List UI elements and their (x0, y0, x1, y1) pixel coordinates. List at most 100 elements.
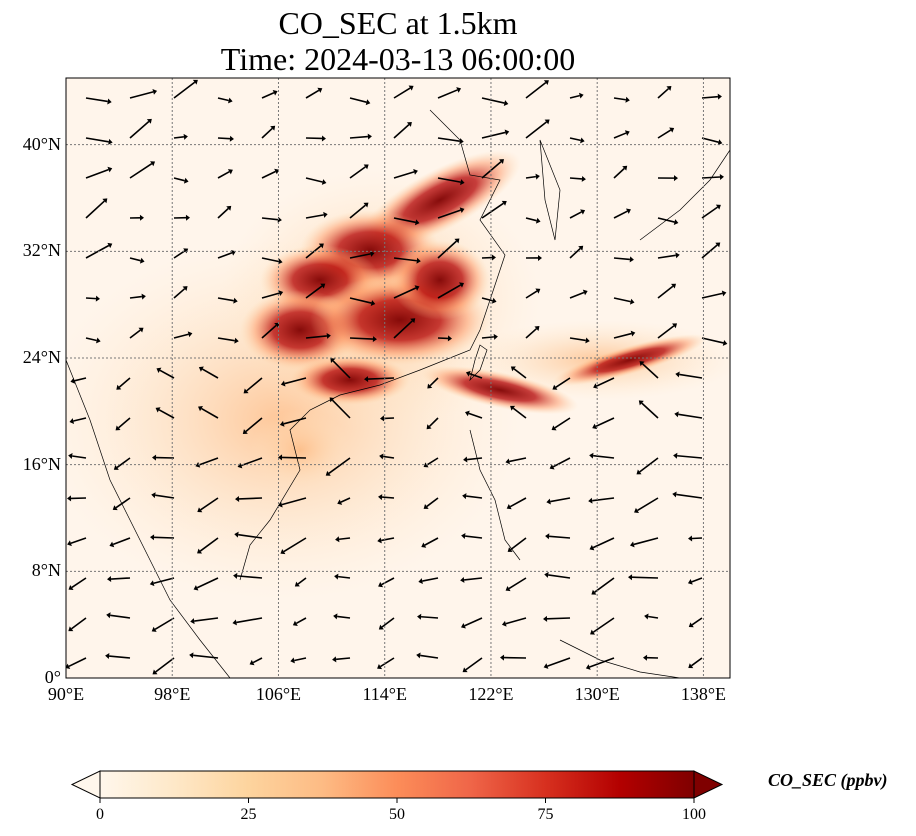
wind-arrow (67, 495, 87, 502)
wind-arrow (334, 573, 351, 580)
wind-arrow (173, 133, 188, 140)
wind-arrow (393, 217, 420, 226)
wind-arrow (85, 242, 113, 259)
wind-arrow (634, 497, 659, 513)
wind-arrow (505, 577, 527, 592)
wind-arrow (378, 617, 395, 630)
wind-arrow (195, 457, 219, 468)
wind-arrow (552, 377, 571, 390)
wind-arrow (305, 243, 324, 259)
wind-arrow (591, 577, 615, 595)
wind-arrow (463, 456, 483, 463)
wind-arrow (173, 177, 189, 184)
colorbar-gradient (100, 771, 694, 798)
wind-arrow (152, 454, 175, 461)
wind-arrow (393, 257, 421, 264)
wind-arrow (85, 97, 112, 105)
wind-arrow (305, 332, 331, 339)
colorbar-extend-min (70, 770, 101, 799)
wind-arrow (657, 252, 680, 259)
wind-arrow (481, 159, 505, 179)
wind-arrow (173, 79, 198, 99)
wind-arrow (592, 417, 615, 430)
wind-arrow (393, 168, 418, 179)
wind-arrow (613, 130, 630, 139)
wind-arrow (465, 370, 483, 379)
wind-arrow (687, 577, 703, 585)
lon-tick-label: 106°E (255, 684, 302, 704)
wind-arrow (525, 326, 540, 339)
wind-arrow (234, 531, 263, 539)
wind-arrow (305, 87, 323, 99)
lat-tick-label: 0° (44, 667, 61, 687)
wind-arrow (68, 577, 87, 590)
lon-tick-label: 130°E (574, 684, 620, 704)
wind-arrow (173, 214, 190, 221)
wind-arrow (377, 537, 395, 544)
wind-arrow (437, 177, 465, 186)
wind-arrow (337, 497, 351, 505)
wind-arrow (613, 165, 628, 179)
lat-tick-label: 16°N (22, 453, 61, 474)
wind-arrow (688, 617, 703, 628)
wind-arrow (237, 457, 263, 469)
wind-arrow (329, 397, 351, 419)
wind-arrow (217, 205, 232, 219)
co-concentration-field (66, 150, 730, 600)
colorbar-extend-max (693, 770, 724, 799)
wind-arrow (349, 97, 371, 106)
wind-arrow (129, 118, 152, 139)
plume-streak-pacific (553, 334, 707, 386)
wind-arrow (481, 254, 496, 261)
colorbar-tick-label: 100 (682, 806, 706, 823)
wind-arrow (349, 297, 376, 306)
colorbar-tick-label: 25 (240, 806, 257, 823)
wind-arrow (569, 289, 588, 299)
wind-arrow (546, 497, 571, 505)
colorbar-title: CO_SEC (ppbv) (768, 770, 888, 790)
wind-arrow (569, 92, 584, 99)
wind-arrow (638, 400, 659, 419)
wind-arrow (506, 497, 527, 510)
wind-arrow (332, 656, 351, 663)
wind-arrow (460, 576, 483, 583)
wind-arrow (644, 613, 659, 620)
wind-arrow (129, 214, 144, 221)
wind-arrow (525, 173, 540, 180)
wind-arrow (643, 654, 659, 661)
lat-tick-label: 8°N (31, 560, 61, 581)
wind-arrow (588, 497, 615, 504)
wind-arrow (70, 377, 87, 384)
wind-arrow (481, 297, 497, 304)
wind-arrow (150, 534, 175, 541)
wind-arrow (113, 457, 131, 470)
wind-arrow (525, 80, 549, 99)
wind-arrow (701, 337, 728, 346)
wind-arrow (349, 164, 369, 179)
plume-streak-east (421, 365, 579, 415)
wind-arrow (501, 617, 527, 627)
wind-arrow (569, 337, 590, 344)
lon-tick-label: 114°E (362, 684, 407, 704)
wind-arrow (85, 166, 113, 179)
plume-core (390, 240, 490, 320)
wind-arrow (657, 323, 678, 339)
wind-arrow (639, 361, 659, 379)
wind-arrow (461, 617, 483, 629)
wind-arrow (462, 493, 483, 500)
wind-arrow (481, 200, 507, 219)
wind-arrow (629, 537, 659, 548)
colorbar-tick-label: 75 (537, 806, 554, 823)
lon-tick-label: 138°E (680, 684, 727, 704)
wind-arrow (68, 453, 87, 459)
wind-arrow (701, 290, 727, 299)
wind-arrow (197, 537, 219, 554)
wind-arrow (657, 127, 675, 139)
chart-title: CO_SEC at 1.5km (278, 5, 518, 41)
wind-arrow (613, 256, 634, 263)
wind-arrow (701, 93, 722, 100)
wind-arrow (688, 657, 703, 669)
wind-arrow (149, 577, 175, 587)
wind-arrow (85, 137, 113, 145)
map-frame (65, 77, 731, 679)
